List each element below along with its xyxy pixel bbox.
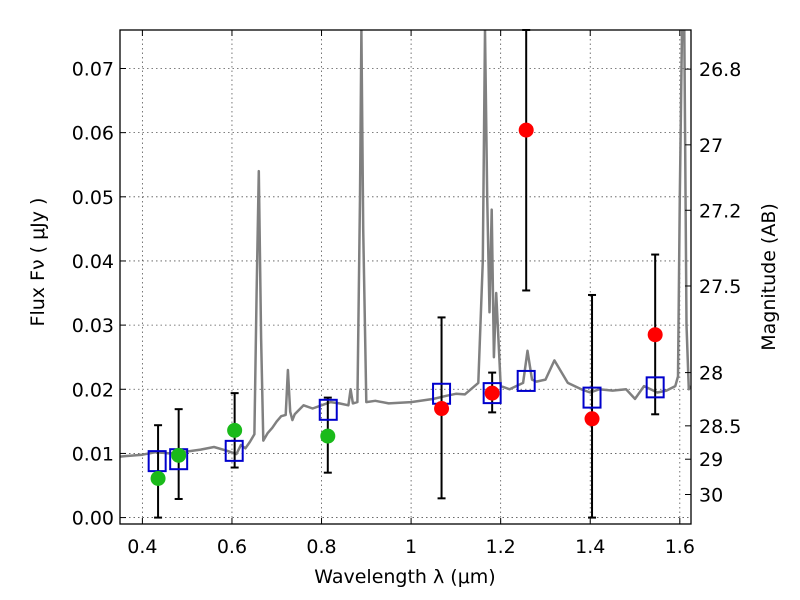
mag-tick-label: 27.2	[699, 200, 741, 222]
y-tick-label: 0.01	[72, 443, 114, 465]
x-tick-label: 1.4	[575, 536, 605, 558]
y-tick-label: 0.06	[72, 123, 114, 145]
upper-limit-point	[518, 122, 534, 138]
x-tick-label: 1	[405, 536, 417, 558]
y-tick-label: 0.02	[72, 379, 114, 401]
model-photometry-square	[224, 439, 244, 462]
x-axis-label: Wavelength λ (μm)	[314, 566, 495, 588]
ticks: 0.4 0.6 0.8 1 1.2 1.4 1.6 0.00 0.01 0.02 0.03 0.04 0…	[72, 30, 741, 558]
detection-point	[227, 422, 243, 438]
model-photometry-square	[516, 369, 536, 392]
y2-axis-label: Magnitude (AB)	[758, 203, 780, 351]
mag-tick-label: 28.5	[699, 416, 741, 438]
errorbar-layer	[147, 29, 665, 519]
mag-tick-label: 26.8	[699, 59, 741, 81]
mag-tick-label: 27	[699, 135, 723, 157]
spectrum-line	[120, 30, 691, 458]
data-layer	[120, 30, 691, 458]
y-tick-label: 0.07	[72, 58, 114, 80]
mag-tick-label: 29	[699, 449, 723, 471]
model-photometry-square	[582, 386, 602, 409]
y-axis-label: Flux Fν ( μJy )	[27, 198, 49, 327]
mag-tick-label: 28	[699, 363, 723, 385]
y-tick-label: 0.00	[72, 508, 114, 530]
x-tick-label: 1.6	[665, 536, 695, 558]
model-photometry-square	[318, 398, 338, 421]
upper-limit-point	[584, 411, 600, 427]
upper-limit-point	[434, 401, 450, 417]
x-tick-label: 0.8	[306, 536, 336, 558]
plot-frame	[119, 29, 692, 525]
y-tick-label: 0.03	[72, 315, 114, 337]
mag-tick-label: 30	[699, 484, 723, 506]
x-tick-label: 0.6	[217, 536, 247, 558]
y-tick-label: 0.04	[72, 251, 114, 273]
model-photometry-square	[645, 376, 665, 399]
plot-background	[120, 30, 691, 524]
detection-point	[150, 470, 166, 486]
detection-point	[171, 447, 187, 463]
upper-limit-point	[647, 327, 663, 343]
y-tick-label: 0.05	[72, 187, 114, 209]
x-tick-label: 0.4	[127, 536, 157, 558]
mag-tick-label: 27.5	[699, 276, 741, 298]
x-tick-label: 1.2	[486, 536, 516, 558]
model-photometry-square	[482, 382, 502, 405]
detection-point	[320, 428, 336, 444]
upper-limit-point	[484, 385, 500, 401]
